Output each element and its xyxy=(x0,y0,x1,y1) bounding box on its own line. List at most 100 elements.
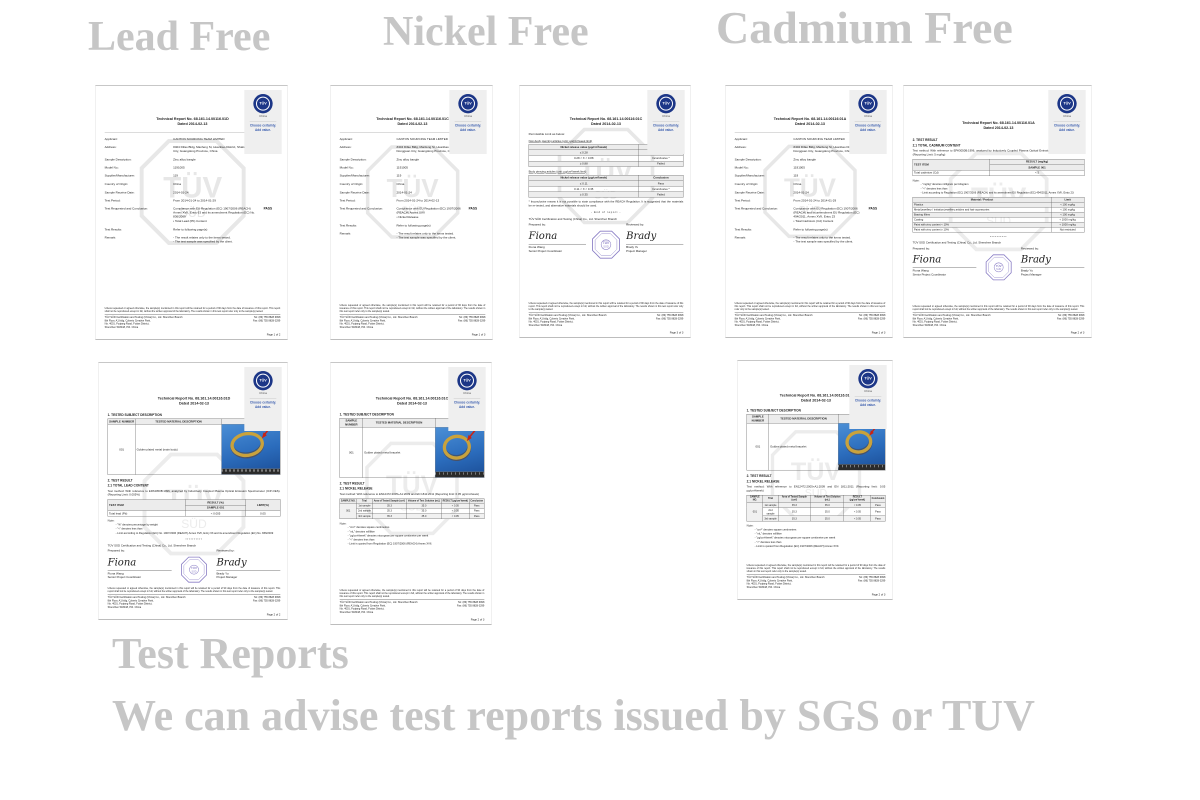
footer-fax: Fax: (86) 755 8828 0299 xyxy=(655,316,684,320)
footer-line: Shenzhen 518048, P.R. China xyxy=(746,585,781,589)
footer-address: TÜV SÜD Certification and Testing (China… xyxy=(747,575,825,588)
tuv-logo-box: TÜV China Choose certainty. Add value. xyxy=(244,89,282,154)
notes-list: "cm²" denotes square centimetres"mL" den… xyxy=(348,526,485,546)
tuv-slogan: Choose certainty. Add value. xyxy=(855,124,881,133)
report-cadmium-cover: TÜV SÜD TÜV China Choose certainty. Add va… xyxy=(725,85,893,338)
field-label: Test Period: xyxy=(734,198,751,203)
disclaimer-text: Unless requested or agreed otherwise, th… xyxy=(339,589,485,600)
tuv-slogan: Choose certainty. Add value. xyxy=(454,401,480,410)
notes-list: "mg/kg" denotes milligram per kilogram"<… xyxy=(921,183,1085,195)
footer-tel: Tel: (86) 755 8828 6998 xyxy=(253,315,281,319)
footer-address: TÜV SÜD Certification and Testing (China… xyxy=(340,315,418,328)
conclusion-item: • Total Cadmium (Cd) Content xyxy=(793,219,834,223)
field-label: Sample Description: xyxy=(339,157,367,161)
svg-text:TÜV: TÜV xyxy=(784,172,837,202)
report-number: Technical Report No. 68.161.14.00116.01C xyxy=(779,393,853,398)
footer-fax: Fax: (86) 755 8828 0299 xyxy=(252,598,281,602)
report-nickel-cover: TÜV SÜD TÜV China Choose certainty. Add va… xyxy=(330,85,493,340)
trial: 1st sample xyxy=(762,502,779,508)
tuv-logo-caption: China xyxy=(662,114,670,118)
tuv-logo-caption: China xyxy=(463,391,471,395)
report-number: Technical Report No. 68.161.14.00116.01A xyxy=(773,116,847,121)
footer-line: No. 4001, Fuqiang Road, Futian District, xyxy=(528,320,574,324)
remark-value: - The result relates only to the items t… xyxy=(396,232,485,240)
remark-label: Remark: xyxy=(734,235,747,240)
field-value: 2014-01-24 xyxy=(173,190,189,194)
limit-row: ≥ 0.88 Failed xyxy=(528,160,684,167)
footer-line: Shenzhen 518048, P.R. China xyxy=(339,610,374,614)
field-row: Sample Receive Date: 2014-01-24 xyxy=(340,191,486,195)
field-row: Country of Origin: China xyxy=(340,182,486,186)
field-row: Supplier/Manufacturer: 119 xyxy=(735,174,886,178)
limit-row: Paint with zinc content ≥ 10% Not restric… xyxy=(912,227,1085,233)
disclaimer-text: Unless requested or agreed otherwise, th… xyxy=(912,305,1085,313)
field-value: 1191005 xyxy=(793,165,805,170)
footer-tel: Tel: (86) 755 8828 6998 xyxy=(253,595,281,599)
footer-fax: Fax: (86) 755 8828 0299 xyxy=(456,603,485,607)
report-title: Technical Report No. 68.161.14.00116.01D… xyxy=(105,117,281,127)
field-row: Test Period: From 2014-01-24 to 2014-01-2… xyxy=(105,199,281,203)
notes-list: "cm²" denotes square centimetres"mL" den… xyxy=(755,528,886,548)
area: 35.3 xyxy=(372,508,407,514)
footer-line: No. 4001, Fuqiang Road, Futian District, xyxy=(339,607,385,611)
report-number: Technical Report No. 68.161.14.00116.01C xyxy=(375,396,449,401)
tuv-logo-box: TÜV China Choose certainty. Add value. xyxy=(849,364,887,429)
footer-line: 8th Floor, A1 bldg, Cyberio Creative Par… xyxy=(339,603,386,607)
note-item: "μg/cm²/week" denotes microgram per squa… xyxy=(348,534,485,537)
col-header: TESTED MATERIAL DESCRIPTION xyxy=(362,417,436,428)
field-value: 2014-01-24 xyxy=(396,190,412,194)
sample-photo xyxy=(435,427,484,478)
remark-row: Remark: - The result relates only to the… xyxy=(735,236,886,244)
limit-conclusion: Pass xyxy=(638,180,684,187)
field-label: Model No.: xyxy=(339,165,355,170)
footer-tel: Tel: (86) 755 8828 6998 xyxy=(1057,313,1085,317)
tuv-logo-icon: TÜV xyxy=(253,93,273,114)
tuv-logo-icon: TÜV xyxy=(1057,93,1077,114)
tuv-slogan-line2: Add value. xyxy=(657,128,675,133)
col-header: Area of Tested Sample (cm²) xyxy=(777,494,811,503)
tuv-slogan-line1: Choose certainty. xyxy=(854,399,882,403)
footer-address: TÜV SÜD Certification and Testing (China… xyxy=(529,313,607,326)
reviewed-by-label: Reviewed by: xyxy=(1020,246,1039,250)
footer-address: TÜV SÜD Certification and Testing (China… xyxy=(913,313,991,326)
disclaimer-text: Unless requested or agreed otherwise, th… xyxy=(528,302,684,313)
footer-address: TÜV SÜD Certification and Testing (China… xyxy=(108,595,186,608)
tuv-logo-caption: China xyxy=(259,391,267,395)
page-number: Page 1 of 3 xyxy=(871,330,886,334)
tuv-logo-icon: TÜV xyxy=(253,370,273,391)
footer-tel: Tel: (86) 755 8828 6998 xyxy=(656,313,684,317)
footer-line: Shenzhen 518048, P.R. China xyxy=(912,323,947,327)
footer-tel: Tel: (86) 755 8828 6998 xyxy=(858,575,886,579)
conclusion: Pass xyxy=(469,508,485,514)
tuv-logo-icon: TÜV xyxy=(858,368,878,389)
field-row: Address: #404 Difao Bldg, Manfeng St, Hua… xyxy=(735,145,886,153)
pass-verdict: PASS xyxy=(868,206,878,211)
field-value: From 2014-01-24 to 2014-01-29 xyxy=(173,198,216,203)
footer-contact: Tel: (86) 755 8828 6998 Fax: (86) 755 882… xyxy=(858,575,885,588)
field-label: Applicant: xyxy=(734,137,748,141)
remark-value: - The result relates only to the items t… xyxy=(173,236,280,244)
col-header: TEST ITEM xyxy=(912,158,991,171)
svg-text:TÜV: TÜV xyxy=(387,173,440,203)
reviewer-name: Brady Yu xyxy=(626,245,639,249)
field-label: Sample Description: xyxy=(734,157,762,161)
col-header: TESTED MATERIAL DESCRIPTION xyxy=(768,413,839,424)
note-item: "cm²" denotes square centimetres xyxy=(755,528,886,531)
limit-conclusion: Inconclusive * xyxy=(638,155,684,162)
field-value: 119 xyxy=(793,174,799,178)
preparer-signature: Fiona xyxy=(107,556,137,568)
remark-label: Remark: xyxy=(104,235,117,240)
footer-contact: Tel: (86) 755 8828 6998 Fax: (86) 755 882… xyxy=(1057,313,1084,326)
col-header: LIMIT(%) xyxy=(245,499,281,511)
tuv-logo-caption: China xyxy=(464,114,472,118)
results-value: Refer to following page(s) xyxy=(396,223,431,228)
page-footer: Unless requested or agreed otherwise, th… xyxy=(528,302,684,334)
section-test-result: 2. TEST RESULT xyxy=(339,481,365,486)
field-value: #404 Difao Bldg, Manfeng St, Huanbao Dis… xyxy=(396,145,480,153)
